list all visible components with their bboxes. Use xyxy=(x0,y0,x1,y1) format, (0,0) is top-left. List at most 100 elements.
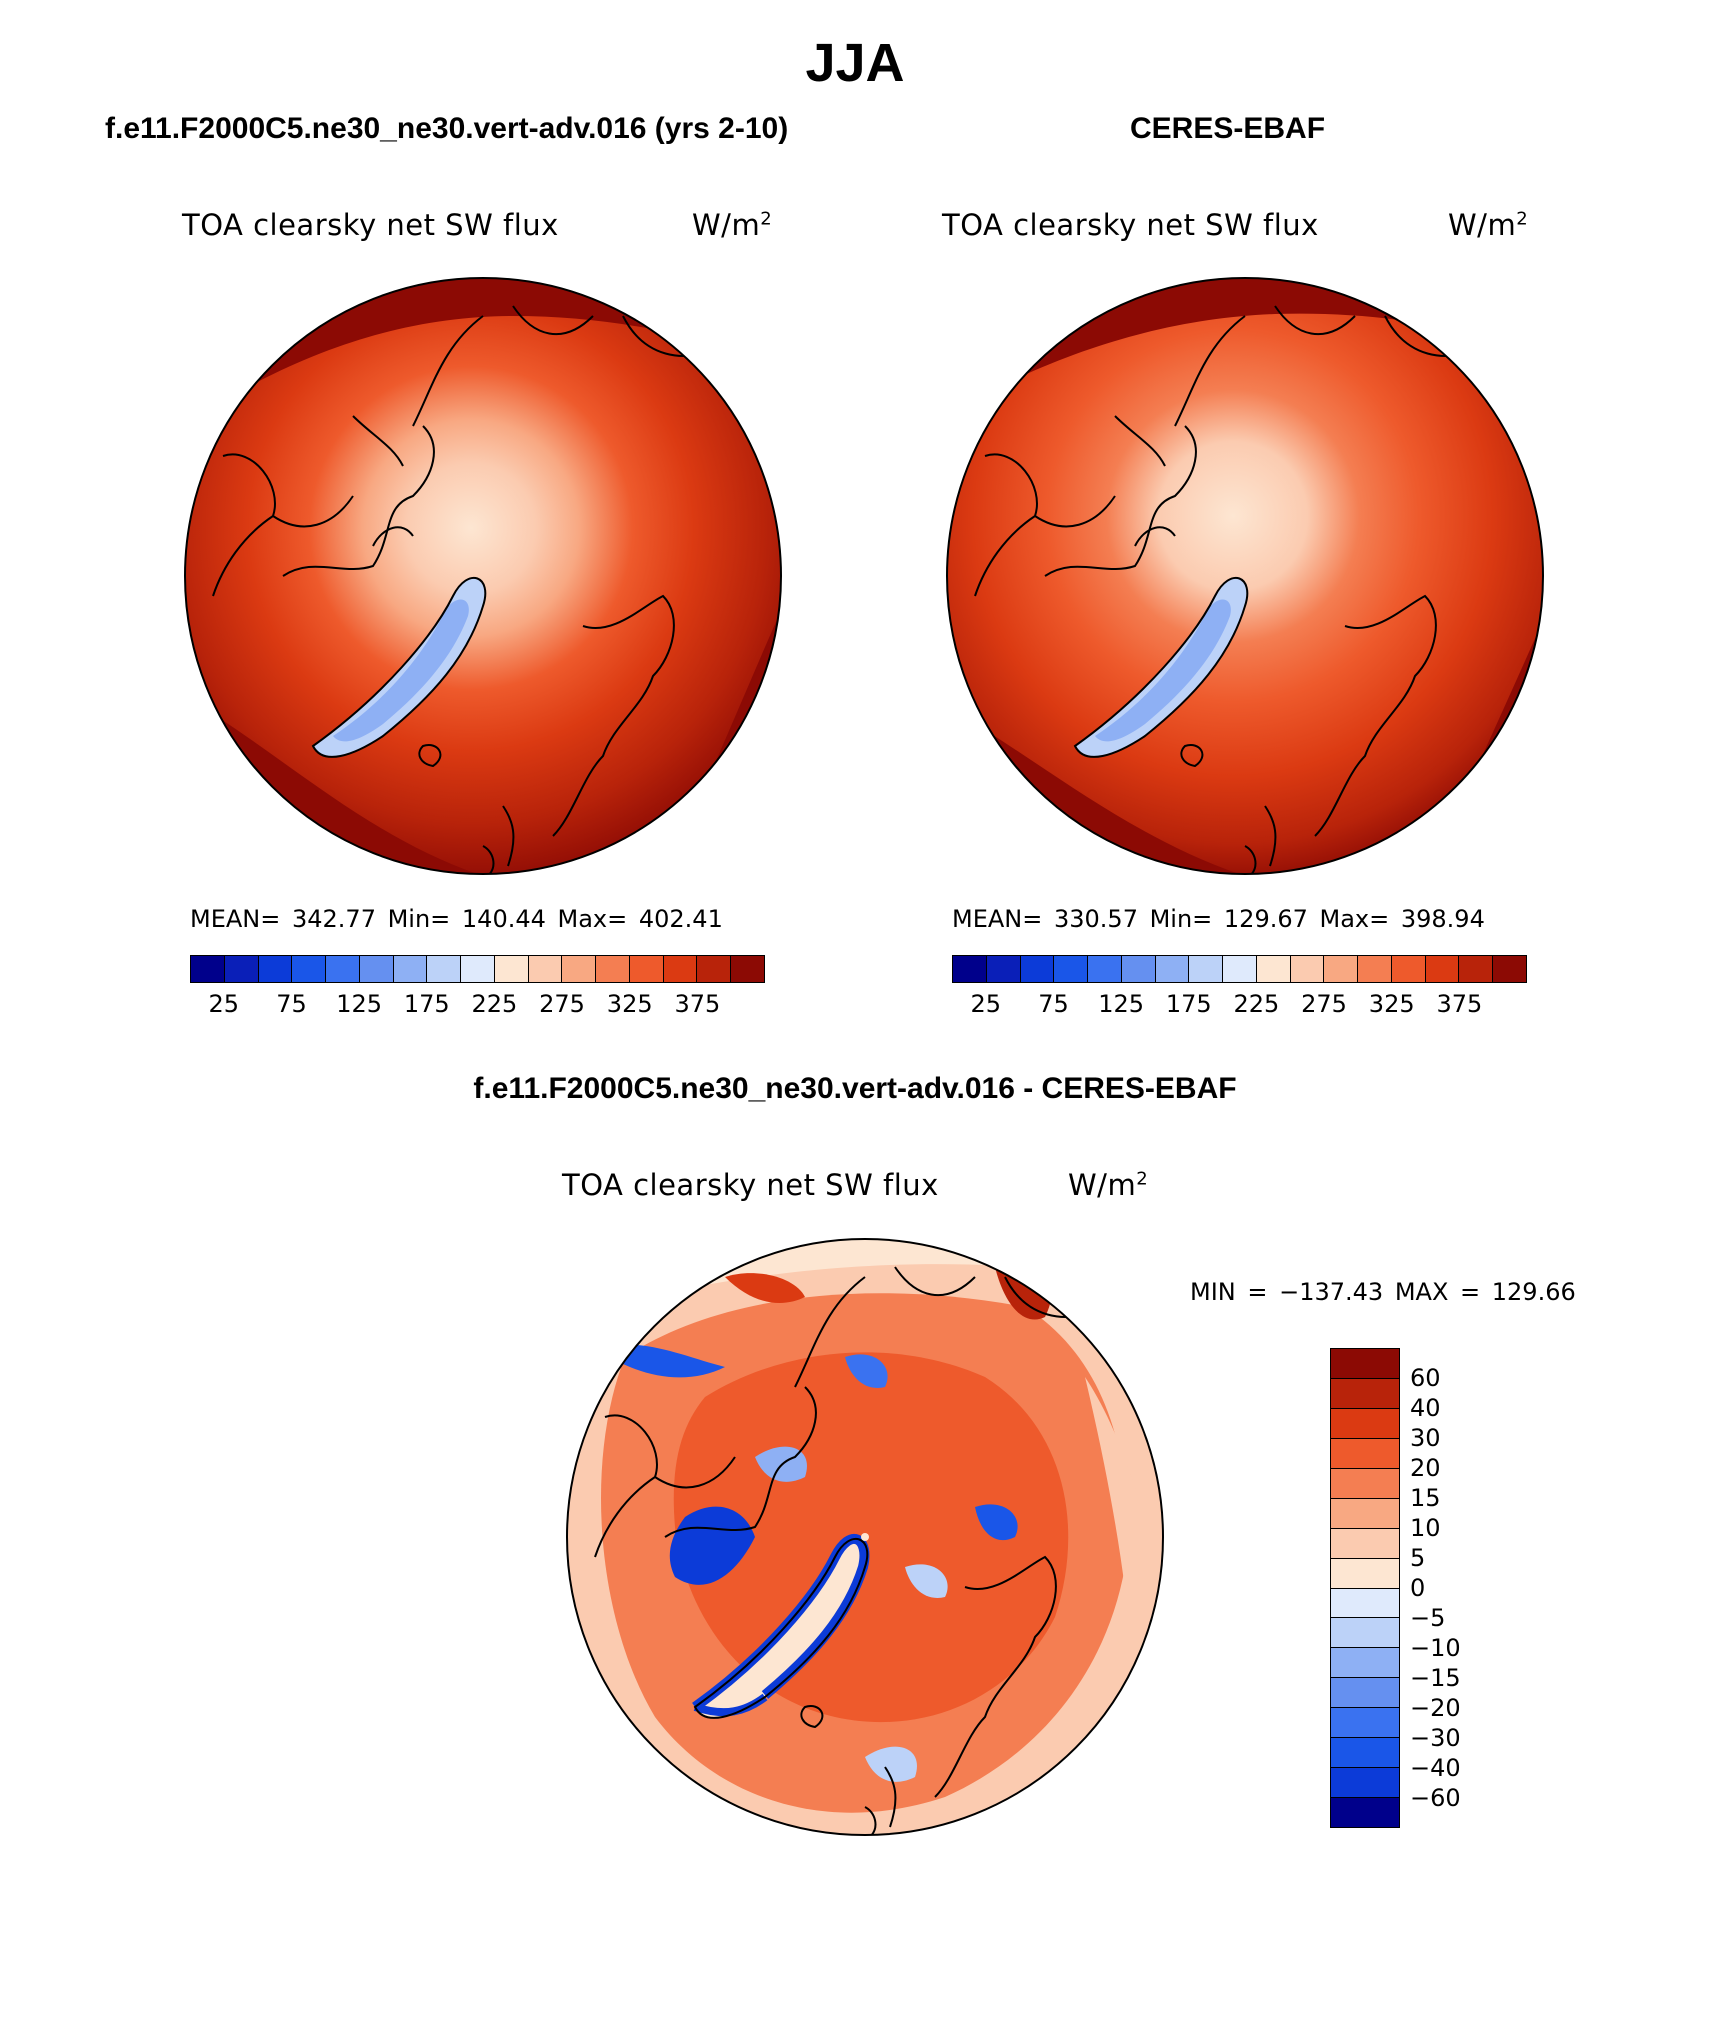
colorbar-swatch xyxy=(393,956,428,982)
colorbar-swatch xyxy=(1331,1378,1399,1409)
colorbar-tick-label: 25 xyxy=(970,990,1002,1018)
diff-units-label: W/m2 xyxy=(1068,1168,1149,1202)
colorbar-swatch xyxy=(1331,1468,1399,1499)
colorbar-swatch xyxy=(629,956,664,982)
colorbar-tick-label: −15 xyxy=(1410,1664,1461,1692)
colorbar-swatch xyxy=(1425,956,1460,982)
colorbar-swatch xyxy=(1331,1438,1399,1469)
colorbar-swatch xyxy=(1331,1738,1399,1769)
colorbar-swatch xyxy=(953,956,987,982)
right-variable-label: TOA clearsky net SW flux xyxy=(942,208,1319,242)
colorbar-tick-label: 375 xyxy=(1436,990,1483,1018)
colorbar-swatch xyxy=(1331,1648,1399,1679)
left-colorbar-ticks: 25 75 125 175 225 275 325 375 xyxy=(190,990,765,1020)
diff-case-label: f.e11.F2000C5.ne30_ne30.vert-adv.016 - C… xyxy=(473,1072,1237,1105)
colorbar-tick-label: −10 xyxy=(1410,1634,1461,1662)
colorbar-tick-label: 15 xyxy=(1410,1484,1441,1512)
left-units-label: W/m2 xyxy=(692,208,773,242)
colorbar-swatch xyxy=(1121,956,1156,982)
colorbar-swatch xyxy=(1358,956,1392,982)
colorbar-swatch xyxy=(1331,1708,1399,1739)
colorbar-swatch xyxy=(1331,1349,1399,1379)
colorbar-swatch xyxy=(292,956,327,982)
colorbar-swatch xyxy=(1256,956,1291,982)
colorbar-swatch xyxy=(359,956,394,982)
page-title: JJA xyxy=(805,33,905,93)
right-case-label: CERES-EBAF xyxy=(1130,112,1326,145)
colorbar-tick-label: −30 xyxy=(1410,1724,1461,1752)
right-stats: MEAN= 330.57 Min= 129.67 Max= 398.94 xyxy=(952,905,1485,933)
colorbar-swatch xyxy=(1223,956,1257,982)
colorbar-tick-label: 10 xyxy=(1410,1514,1441,1542)
colorbar-swatch xyxy=(1331,1618,1399,1649)
colorbar-swatch xyxy=(1493,956,1527,982)
colorbar-swatch xyxy=(986,956,1021,982)
colorbar-swatch xyxy=(1290,956,1325,982)
left-variable-label: TOA clearsky net SW flux xyxy=(182,208,559,242)
right-colorbar-ticks: 25 75 125 175 225 275 325 375 xyxy=(952,990,1527,1020)
colorbar-swatch xyxy=(427,956,462,982)
colorbar-swatch xyxy=(494,956,529,982)
colorbar-swatch xyxy=(1331,1408,1399,1439)
colorbar-tick-label: −20 xyxy=(1410,1694,1461,1722)
colorbar-tick-label: 225 xyxy=(471,990,518,1018)
colorbar-swatch xyxy=(663,956,698,982)
right-polar-map xyxy=(946,277,1544,875)
colorbar-swatch xyxy=(1054,956,1089,982)
left-polar-map xyxy=(184,277,782,875)
colorbar-tick-label: 125 xyxy=(1098,990,1145,1018)
colorbar-tick-label: 175 xyxy=(403,990,450,1018)
colorbar-swatch xyxy=(1459,956,1494,982)
colorbar-tick-label: 0 xyxy=(1410,1574,1426,1602)
colorbar-tick-label: 225 xyxy=(1233,990,1280,1018)
left-case-label: f.e11.F2000C5.ne30_ne30.vert-adv.016 (yr… xyxy=(105,112,789,145)
colorbar-tick-label: 25 xyxy=(208,990,240,1018)
colorbar-tick-label: 325 xyxy=(1368,990,1415,1018)
right-units-label: W/m2 xyxy=(1448,208,1529,242)
diff-colorbar xyxy=(1330,1348,1400,1828)
colorbar-swatch xyxy=(1020,956,1055,982)
colorbar-swatch xyxy=(1331,1798,1399,1827)
colorbar-swatch xyxy=(1155,956,1190,982)
diff-variable-label: TOA clearsky net SW flux xyxy=(562,1168,939,1202)
colorbar-swatch xyxy=(258,956,293,982)
colorbar-swatch xyxy=(1331,1558,1399,1589)
colorbar-tick-label: 40 xyxy=(1410,1394,1441,1422)
colorbar-swatch xyxy=(1324,956,1359,982)
colorbar-tick-label: 325 xyxy=(606,990,653,1018)
left-stats: MEAN= 342.77 Min= 140.44 Max= 402.41 xyxy=(190,905,723,933)
colorbar-swatch xyxy=(1331,1678,1399,1709)
colorbar-swatch xyxy=(697,956,732,982)
diff-colorbar-ticks: 60 40 30 20 15 10 5 0 −5 −10 −15 −20 −30 −40 −60 xyxy=(1410,1348,1490,1828)
colorbar-swatch xyxy=(326,956,360,982)
colorbar-tick-label: 60 xyxy=(1410,1364,1441,1392)
diff-stats: MIN = −137.43 MAX = 129.66 xyxy=(1190,1278,1576,1306)
left-colorbar xyxy=(190,955,765,983)
right-colorbar xyxy=(952,955,1527,983)
colorbar-swatch xyxy=(461,956,495,982)
colorbar-tick-label: 175 xyxy=(1165,990,1212,1018)
colorbar-tick-label: 5 xyxy=(1410,1544,1426,1572)
difference-polar-map xyxy=(566,1238,1164,1836)
colorbar-tick-label: 275 xyxy=(1301,990,1347,1018)
colorbar-swatch xyxy=(224,956,259,982)
colorbar-tick-label: 75 xyxy=(276,990,307,1018)
colorbar-swatch xyxy=(1331,1528,1399,1559)
colorbar-swatch xyxy=(1331,1498,1399,1529)
colorbar-swatch xyxy=(528,956,563,982)
colorbar-tick-label: 20 xyxy=(1410,1454,1441,1482)
colorbar-swatch xyxy=(1189,956,1224,982)
colorbar-swatch xyxy=(191,956,225,982)
colorbar-tick-label: 275 xyxy=(539,990,585,1018)
colorbar-tick-label: 30 xyxy=(1410,1424,1441,1452)
colorbar-swatch xyxy=(731,956,765,982)
colorbar-swatch xyxy=(596,956,630,982)
colorbar-swatch xyxy=(1088,956,1122,982)
colorbar-tick-label: −60 xyxy=(1410,1784,1461,1812)
colorbar-tick-label: −5 xyxy=(1410,1604,1446,1632)
colorbar-swatch xyxy=(1391,956,1426,982)
colorbar-swatch xyxy=(1331,1768,1399,1799)
colorbar-tick-label: 125 xyxy=(336,990,383,1018)
colorbar-tick-label: 75 xyxy=(1038,990,1069,1018)
colorbar-tick-label: −40 xyxy=(1410,1754,1461,1782)
